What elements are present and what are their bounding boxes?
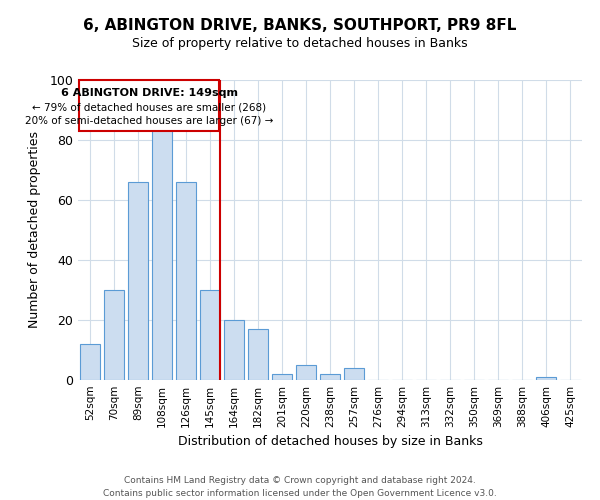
Text: Contains HM Land Registry data © Crown copyright and database right 2024.: Contains HM Land Registry data © Crown c… [124,476,476,485]
Bar [128,182,148,380]
Bar [176,182,196,380]
Text: 20% of semi-detached houses are larger (67) →: 20% of semi-detached houses are larger (… [25,116,273,126]
Text: Size of property relative to detached houses in Banks: Size of property relative to detached ho… [132,38,468,51]
Text: 6, ABINGTON DRIVE, BANKS, SOUTHPORT, PR9 8FL: 6, ABINGTON DRIVE, BANKS, SOUTHPORT, PR9… [83,18,517,32]
Bar [296,365,316,380]
Text: 6 ABINGTON DRIVE: 149sqm: 6 ABINGTON DRIVE: 149sqm [61,88,238,98]
Bar [536,377,556,380]
Bar [320,374,340,380]
Bar [80,344,100,380]
Bar [152,128,172,380]
Bar [344,368,364,380]
FancyBboxPatch shape [79,80,219,131]
Y-axis label: Number of detached properties: Number of detached properties [28,132,41,328]
Bar [248,329,268,380]
Bar [272,374,292,380]
Text: ← 79% of detached houses are smaller (268): ← 79% of detached houses are smaller (26… [32,102,266,113]
Bar [224,320,244,380]
X-axis label: Distribution of detached houses by size in Banks: Distribution of detached houses by size … [178,436,482,448]
Text: Contains public sector information licensed under the Open Government Licence v3: Contains public sector information licen… [103,489,497,498]
Bar [200,290,220,380]
Bar [104,290,124,380]
